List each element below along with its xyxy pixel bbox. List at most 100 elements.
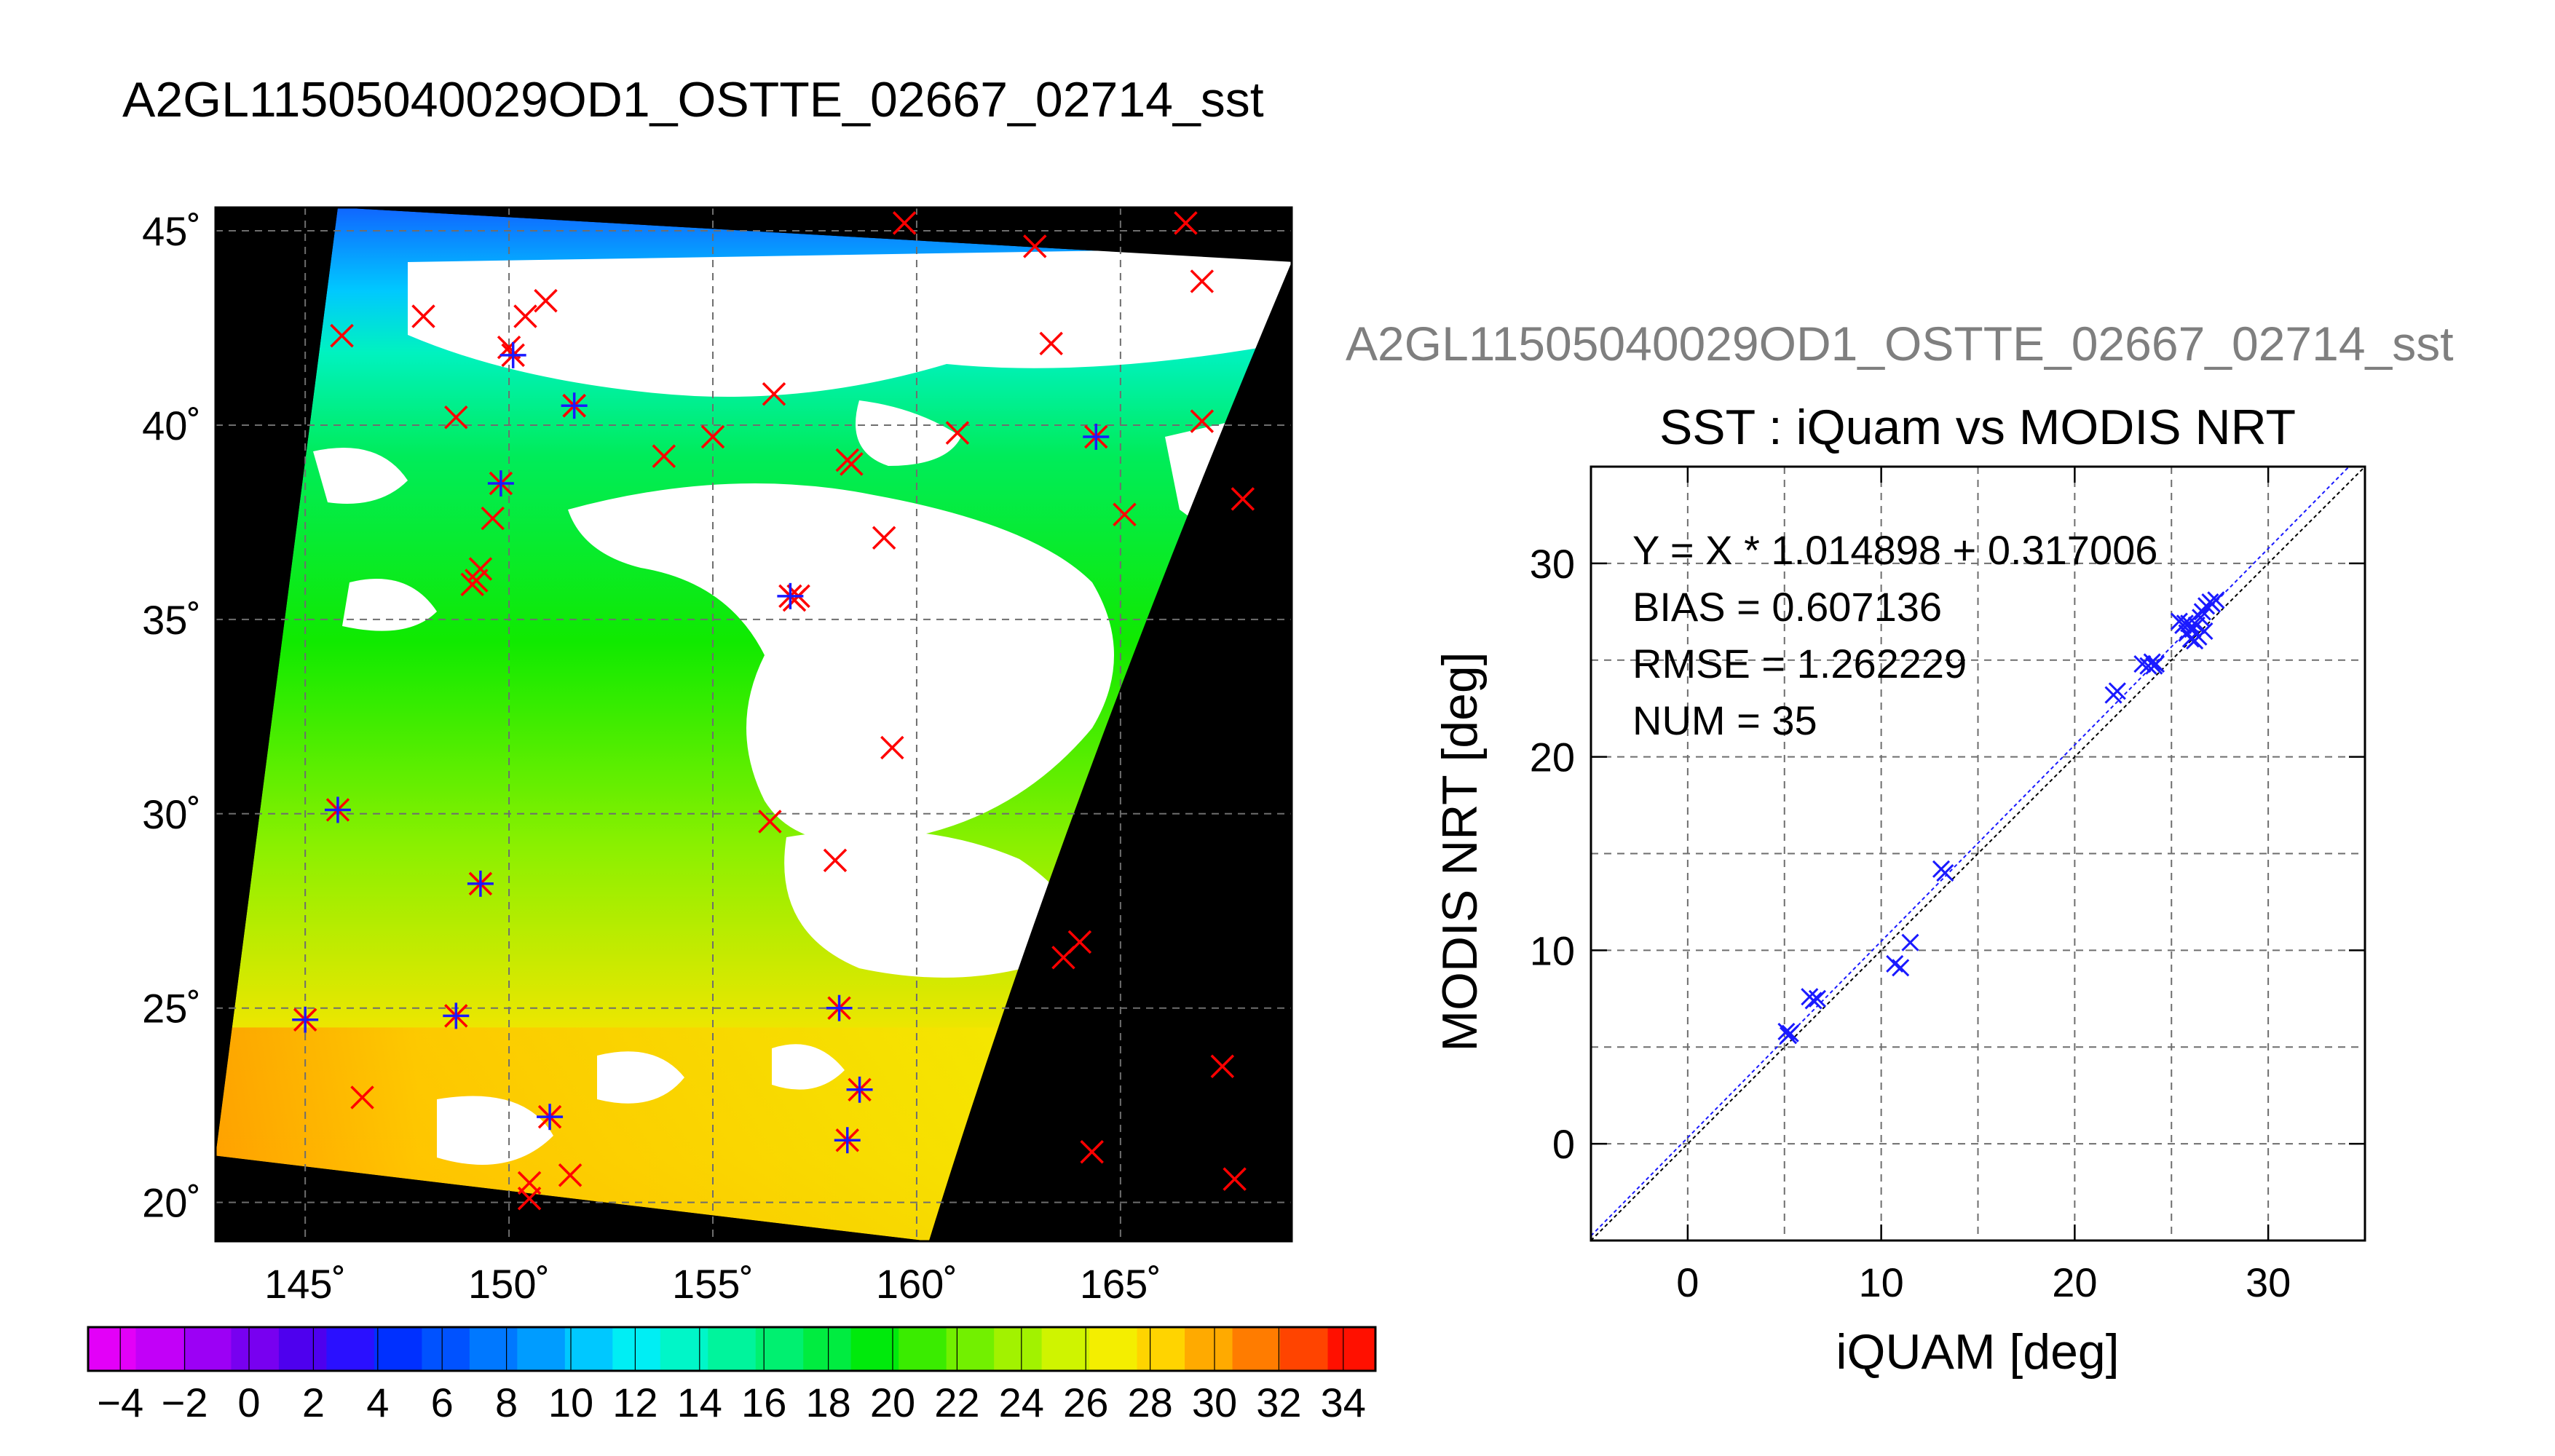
scatter-x-tick-label: 10 [1858,1259,1903,1305]
insitu-x-marker [872,526,896,550]
colorbar-cell [326,1327,375,1371]
scatter-plot: SST : iQuam vs MODIS NRT 0 10 20 30 0 10 20 30… [1432,400,2366,1380]
map-top-no-data [216,207,1292,262]
colorbar-cell [850,1327,899,1371]
colorbar-tick-label: 30 [1192,1380,1237,1425]
colorbar-cell [374,1327,422,1371]
colorbar-cell [1232,1327,1281,1371]
colorbar-tick-label: 18 [805,1380,850,1425]
colorbar-tick-label: 32 [1256,1380,1301,1425]
insitu-x-marker [1023,234,1047,258]
colorbar-tick-label: −4 [97,1380,143,1425]
colorbar-cell [994,1327,1043,1371]
insitu-x-marker [1190,409,1215,433]
insitu-x-marker [534,288,558,313]
insitu-x-marker [350,1085,374,1109]
annotation-regression: Y = X * 1.014898 + 0.317006 [1632,527,2157,573]
annotation-rmse: RMSE = 1.262229 [1632,641,1967,687]
scatter-point [2108,682,2126,700]
map-x-tick-label: 145˚ [264,1261,346,1307]
matchup-star-marker [834,1127,861,1154]
matchup-star-marker [499,341,526,368]
colorbar-tick-label: 2 [302,1380,325,1425]
map-y-tick-label: 25˚ [142,986,201,1032]
insitu-x-marker [513,304,537,328]
colorbar-cell [517,1327,566,1371]
map-y-tick-label: 35˚ [142,597,201,643]
one-to-one-line [1591,467,2365,1241]
scatter-points [1777,591,2225,1045]
scatter-frame [1590,465,2366,1242]
sst-map: 145˚ 150˚ 155˚ 160˚ 165˚ 20˚ 25˚ 30˚ 35˚ 40˚ 45˚ [142,206,1293,1307]
scatter-super-title: A2GL11505040029OD1_OSTTE_02667_02714_sst [1346,317,2454,371]
insitu-x-marker [1190,269,1215,293]
insitu-x-marker [465,569,489,593]
colorbar-cell [708,1327,757,1371]
colorbar-cell [135,1327,184,1371]
insitu-x-marker [481,506,505,531]
colorbar-cell [1089,1327,1138,1371]
scatter-point [1808,989,1826,1008]
colorbar-tick-label: 12 [612,1380,657,1425]
map-y-tick-label: 20˚ [142,1180,201,1226]
scatter-point [1936,864,1954,882]
scatter-y-tick-labels: 0 10 20 30 [1530,541,1575,1167]
insitu-x-marker [1067,930,1092,954]
colorbar-frame [87,1326,1377,1372]
map-grid [216,207,1292,1241]
colorbar-cell [422,1327,470,1371]
insitu-x-marker [558,1163,583,1187]
sst-colorbar: −4 −2 0 2 4 6 8 10 12 14 16 18 20 22 24 26 28 30 32 34 [87,1326,1377,1425]
scatter-y-tick-label: 30 [1530,541,1575,587]
scatter-point [2195,622,2214,640]
map-x-tick-label: 155˚ [672,1261,754,1307]
matchup-star-marker [1083,423,1110,450]
colorbar-cell [612,1327,661,1371]
scatter-point [1901,933,1919,951]
matchup-star-marker [487,470,514,497]
scatter-y-tick-label: 0 [1552,1121,1575,1167]
colorbar-tick-label: 28 [1127,1380,1172,1425]
colorbar-tick-label: 6 [431,1380,454,1425]
matchup-star-marker [443,1002,470,1029]
annotation-bias: BIAS = 0.607136 [1632,584,1942,630]
insitu-x-marker [1210,1054,1235,1079]
insitu-x-marker [1080,1139,1104,1164]
map-markers [292,211,1255,1211]
map-right-no-data [928,261,1292,1241]
insitu-x-marker [1231,487,1255,511]
map-frame [214,206,1293,1243]
insitu-x-marker [1174,211,1198,235]
colorbar-cell [1041,1327,1090,1371]
colorbar-tick-label: 8 [495,1380,518,1425]
colorbar-tick-label: 16 [741,1380,786,1425]
scatter-point [2180,614,2198,633]
colorbar-cell [660,1327,708,1371]
colorbar-cell [278,1327,328,1371]
insitu-x-marker [880,735,904,760]
map-y-tick-labels: 20˚ 25˚ 30˚ 35˚ 40˚ 45˚ [142,208,201,1226]
matchup-star-marker [561,392,588,419]
insitu-x-marker [700,424,725,449]
insitu-x-marker [1039,331,1063,356]
colorbar-tick-label: 20 [870,1380,915,1425]
colorbar-tick-label: 10 [548,1380,593,1425]
insitu-x-marker [945,421,970,445]
scatter-point [2192,609,2210,627]
map-left-no-data [216,207,338,1241]
scatter-point [1777,1022,1796,1041]
insitu-x-marker [823,848,848,873]
insitu-x-marker [517,1187,542,1211]
scatter-reference-lines [1591,467,2365,1241]
matchup-star-marker [537,1104,564,1131]
colorbar-cell [803,1327,852,1371]
scatter-point [1804,992,1823,1010]
colorbar-cell [1280,1327,1329,1371]
scatter-point [2207,591,2225,609]
colorbar-cell [183,1327,232,1371]
map-outside-swath [216,207,1292,1241]
colorbar-cell [564,1327,613,1371]
colorbar-cell [1185,1327,1233,1371]
colorbar-cell [946,1327,995,1371]
